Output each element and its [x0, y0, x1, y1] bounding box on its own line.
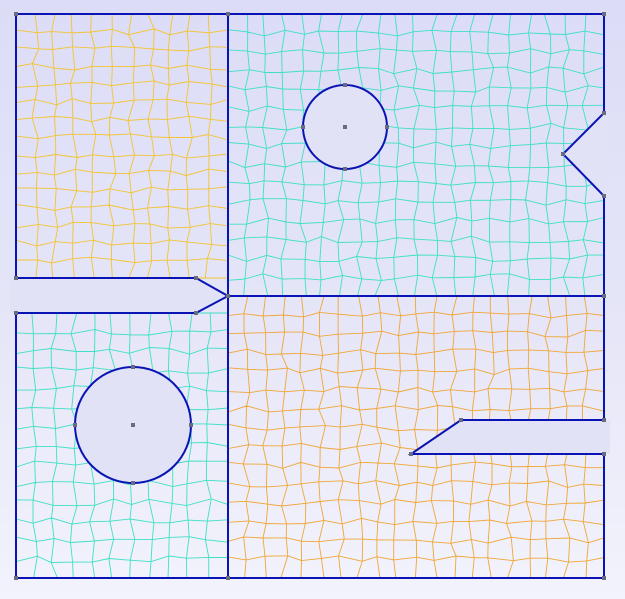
- vertex-point[interactable]: [14, 12, 18, 16]
- vertex-point[interactable]: [73, 423, 77, 427]
- vertex-point[interactable]: [602, 294, 606, 298]
- margin-top: [0, 0, 625, 14]
- vertex-point[interactable]: [301, 125, 305, 129]
- vertex-layer: [14, 12, 606, 580]
- vertex-point[interactable]: [226, 294, 230, 298]
- vertex-point[interactable]: [343, 125, 347, 129]
- vertex-point[interactable]: [226, 576, 230, 580]
- mesh-lines: [227, 13, 605, 297]
- vertex-point[interactable]: [561, 152, 565, 156]
- vertex-point[interactable]: [343, 167, 347, 171]
- vertex-point[interactable]: [409, 452, 413, 456]
- vertex-point[interactable]: [14, 311, 18, 315]
- mesh-region-top-left: [15, 13, 229, 279]
- boundary-edge: [16, 13, 605, 296]
- slot-interior: [10, 278, 228, 313]
- vertex-point[interactable]: [131, 365, 135, 369]
- vertex-point[interactable]: [189, 423, 193, 427]
- mesh-lines: [15, 13, 229, 279]
- vertex-point[interactable]: [343, 83, 347, 87]
- slot-interior: [411, 420, 610, 454]
- vertex-point[interactable]: [14, 576, 18, 580]
- vertex-point[interactable]: [131, 423, 135, 427]
- mesh-layer: [0, 0, 625, 579]
- vertex-point[interactable]: [602, 452, 606, 456]
- notch-interior: [563, 113, 610, 196]
- boundary-edge: [15, 14, 229, 297]
- vertex-point[interactable]: [385, 125, 389, 129]
- vertex-point[interactable]: [194, 276, 198, 280]
- vertex-point[interactable]: [602, 194, 606, 198]
- vertex-point[interactable]: [459, 418, 463, 422]
- vertex-point[interactable]: [131, 481, 135, 485]
- vertex-point[interactable]: [226, 12, 230, 16]
- vertex-point[interactable]: [602, 576, 606, 580]
- vertex-point[interactable]: [602, 111, 606, 115]
- mesh-region-top-right: [227, 13, 605, 297]
- vertex-point[interactable]: [602, 418, 606, 422]
- vertex-point[interactable]: [14, 276, 18, 280]
- vertex-point[interactable]: [194, 311, 198, 315]
- vertex-point[interactable]: [602, 12, 606, 16]
